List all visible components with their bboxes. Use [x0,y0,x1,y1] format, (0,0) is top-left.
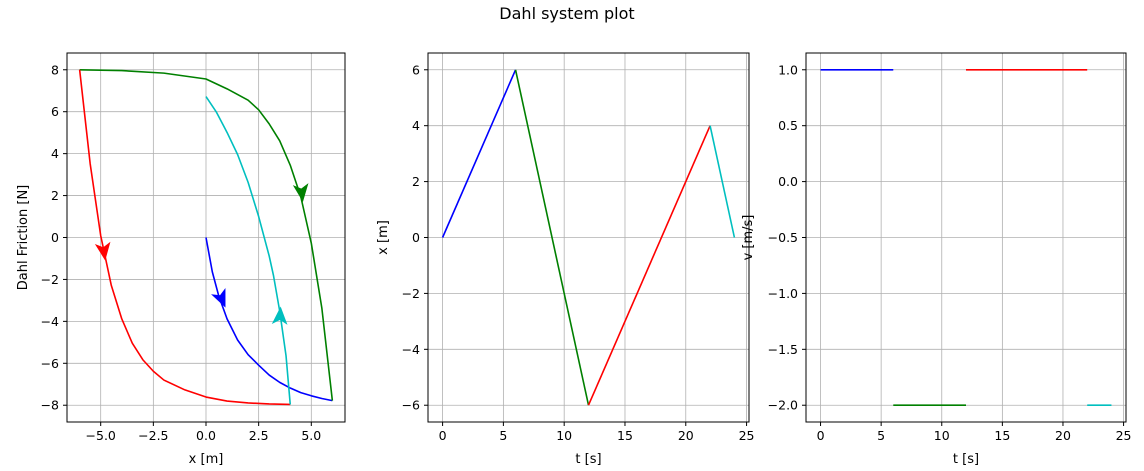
y-tick-label: 2 [51,188,59,203]
y-tick-label: 0.0 [778,174,798,189]
y-tick-label: −4 [41,314,59,329]
x-tick-label: 25 [1116,428,1132,443]
subplot-position-vs-time: 0 5 10 15 20 25 −6 −4 −2 0 2 4 6 t [s] x [m] [376,52,755,467]
y-axis-label: Dahl Friction [N] [16,185,31,291]
y-tick-label: −4 [402,342,420,357]
x-axis-label: t [s] [575,452,601,467]
y-tick-label: −2.0 [768,398,798,413]
x-tick-label: 10 [556,428,572,443]
y-tick-label: 4 [51,146,59,161]
x-tick-label: 0.0 [196,428,216,443]
y-tick-label: 6 [51,104,59,119]
y-tick-label: −0.5 [768,230,798,245]
figure-title: Dahl system plot [499,4,634,23]
y-tick-label: 0 [51,230,59,245]
direction-arrow-red [94,241,111,261]
y-tick-label: −8 [41,398,59,413]
x-tick-label: 25 [739,428,755,443]
y-axis-label: x [m] [376,220,391,255]
x-axis-label: x [m] [189,452,224,467]
direction-arrow-blue [211,287,226,308]
x-tick-label: 15 [994,428,1010,443]
y-tick-label: −6 [41,356,59,371]
x-tick-label: 10 [934,428,950,443]
x-tick-label: 0 [817,428,825,443]
x-tick-label: 5 [499,428,507,443]
y-axis-label: v [m/s] [741,215,756,261]
x-tick-label: 0 [439,428,447,443]
y-tick-label: −2 [41,272,59,287]
series-line-green [514,69,590,406]
subplot-panels: −5.0 −2.5 0.0 2.5 5.0 −8 −6 −4 −2 0 2 4 6 8 x [m] Dahl … [16,52,1132,467]
direction-arrow-green [292,183,309,202]
x-tick-label: 15 [617,428,633,443]
series-line-cyan [709,125,736,238]
y-tick-label: 8 [51,62,59,77]
y-tick-label: 6 [412,62,420,77]
x-tick-label: −5.0 [86,428,116,443]
direction-arrow-cyan [271,306,288,325]
subplot-friction-vs-position: −5.0 −2.5 0.0 2.5 5.0 −8 −6 −4 −2 0 2 4 6 8 x [m] Dahl … [16,52,346,467]
y-tick-label: 0.5 [778,118,798,133]
subplot-velocity-vs-time: 0 5 10 15 20 25 −2.0 −1.5 −1.0 −0.5 0.0 0.5 1.0 t [s]… [741,52,1132,467]
series-line-red [587,125,711,406]
x-tick-label: 20 [678,428,694,443]
y-tick-label: 2 [412,174,420,189]
x-tick-label: 5.0 [301,428,321,443]
y-tick-label: 0 [412,230,420,245]
y-tick-label: −6 [402,398,420,413]
y-tick-label: −2 [402,286,420,301]
y-tick-label: 1.0 [778,62,798,77]
x-tick-label: 20 [1055,428,1071,443]
y-tick-label: −1.0 [768,286,798,301]
x-tick-label: −2.5 [138,428,168,443]
series-line-cyan [205,96,292,405]
series-line-blue [441,69,517,238]
x-tick-label: 2.5 [249,428,269,443]
y-tick-label: −1.5 [768,342,798,357]
x-tick-label: 5 [877,428,885,443]
series-line-blue [205,237,333,402]
series-line-green [79,68,334,401]
y-tick-label: 4 [412,118,420,133]
x-axis-label: t [s] [953,452,979,467]
